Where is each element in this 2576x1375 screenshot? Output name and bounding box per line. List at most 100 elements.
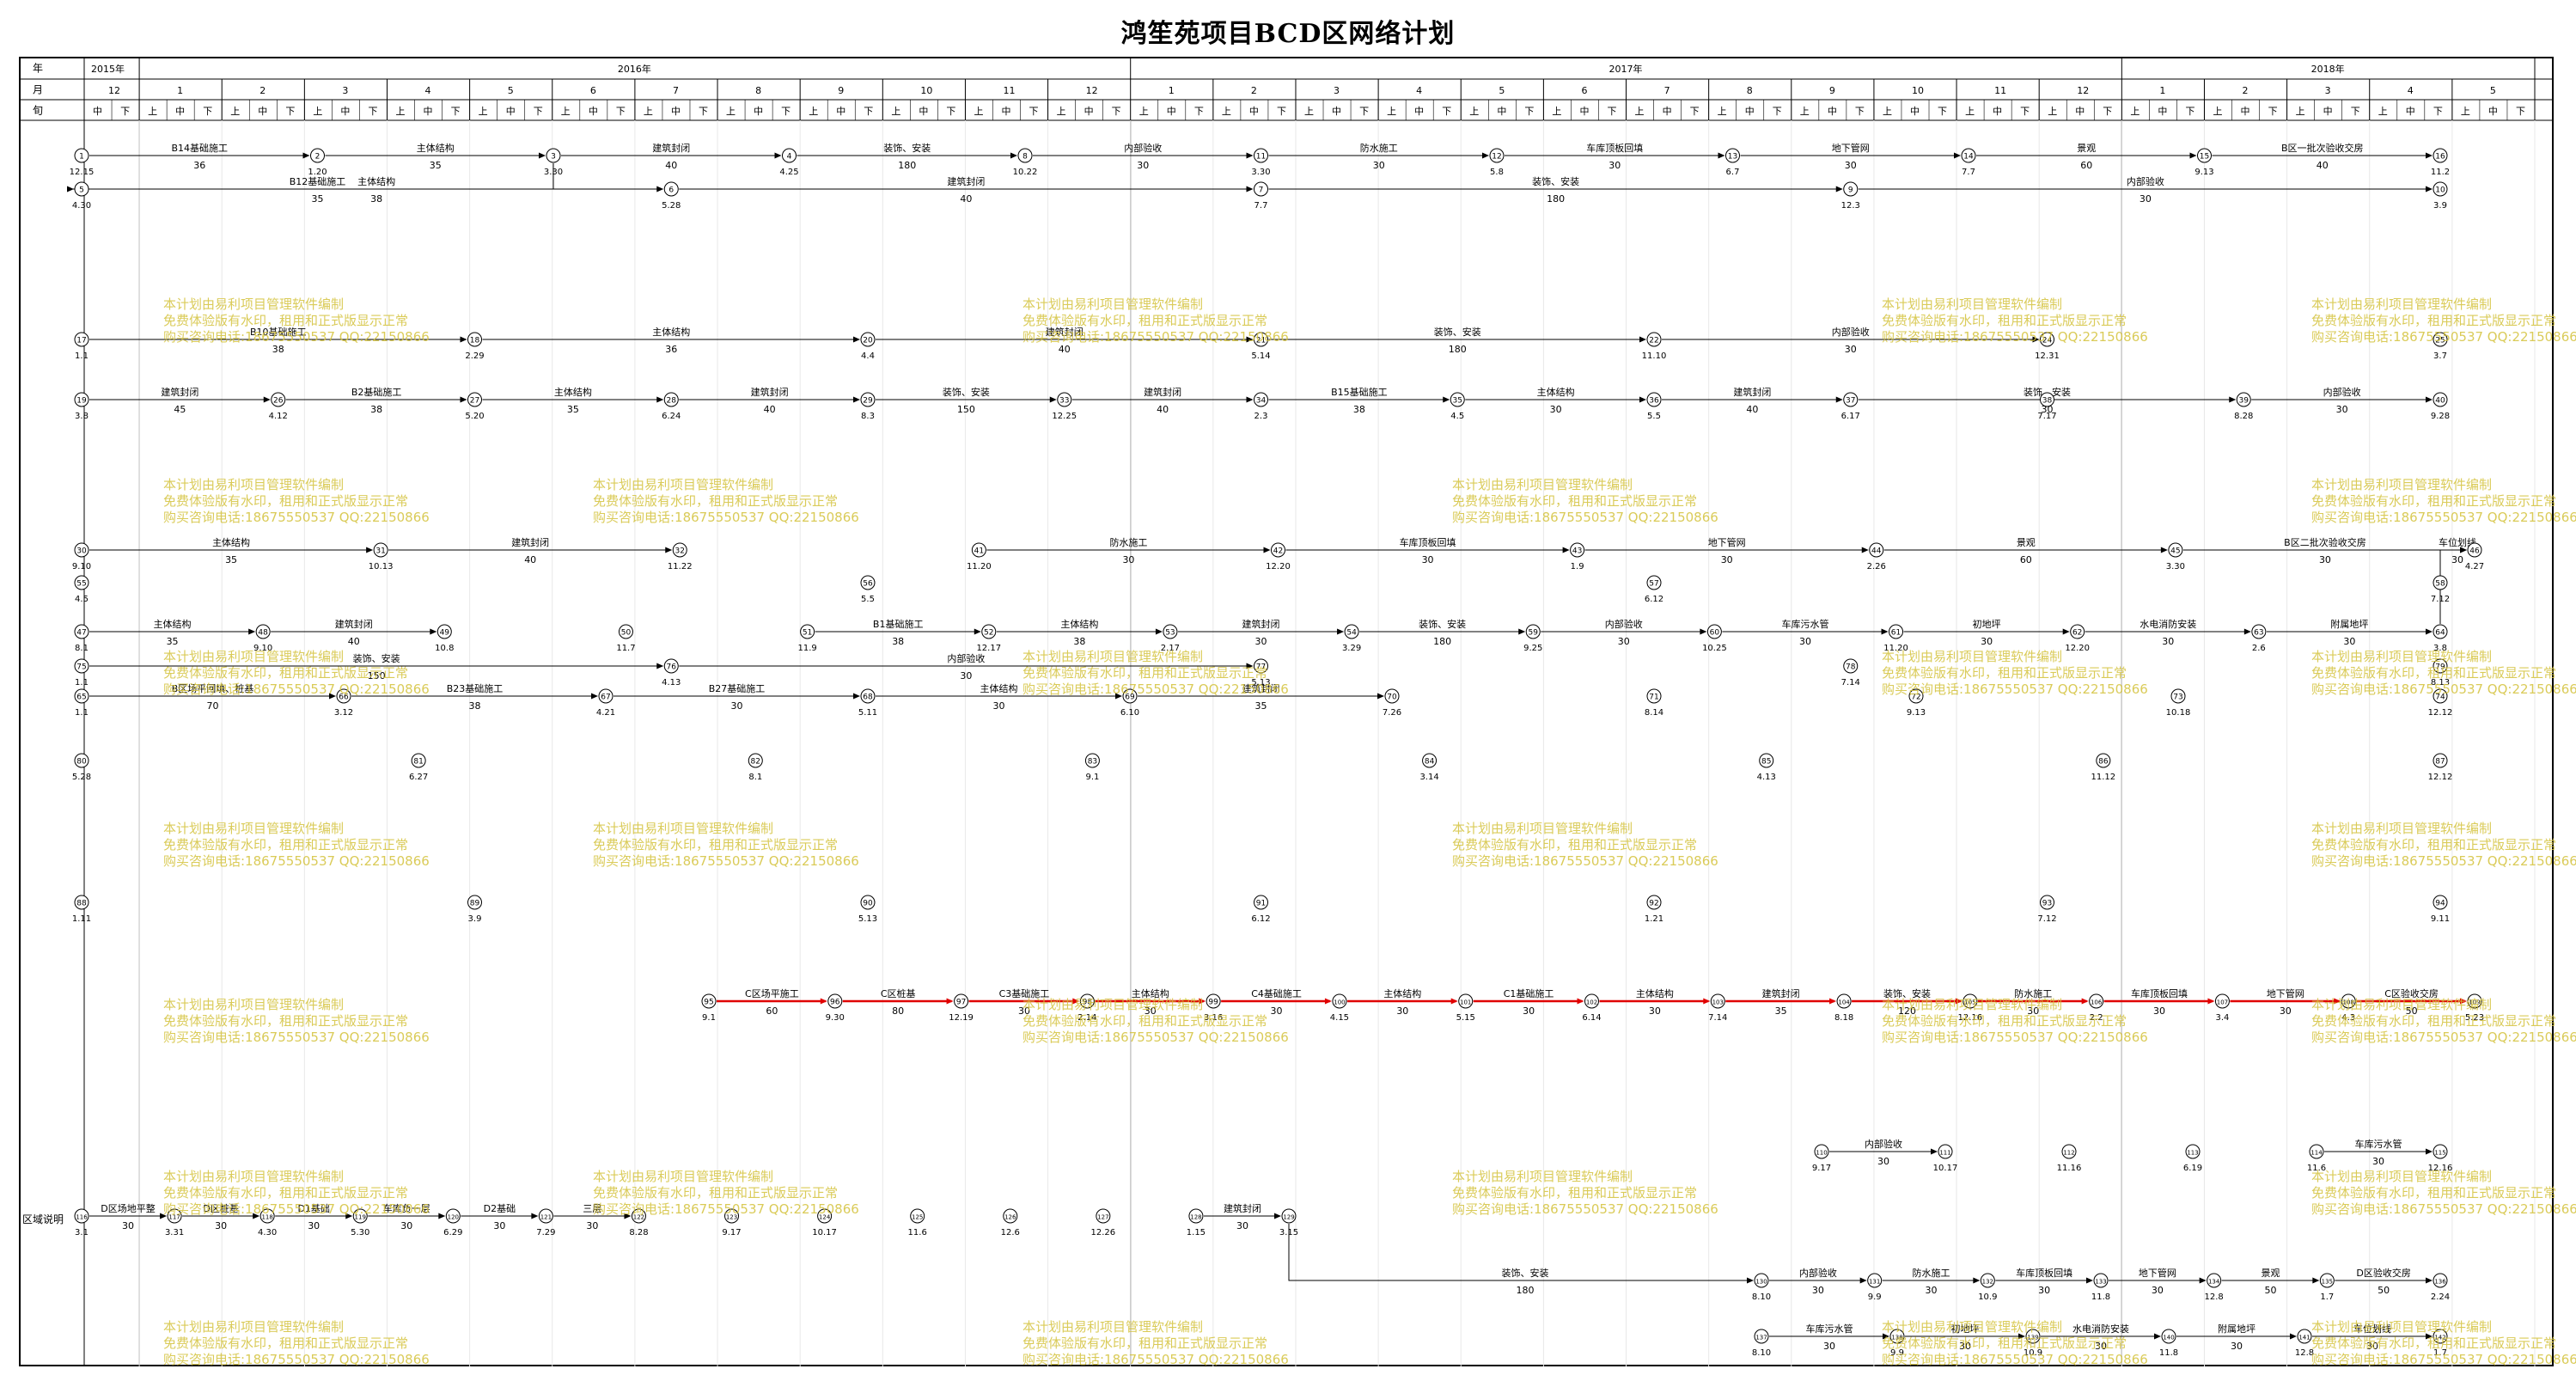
node-number: 43 [1572,547,1582,556]
node-date: 6.27 [409,773,428,782]
event-node: 576.12 [1645,575,1663,604]
node-date: 5.15 [1456,1013,1475,1023]
month-label: 1 [177,85,183,96]
node-number: 131 [1869,1279,1880,1286]
node-date: 6.19 [2183,1164,2202,1173]
activity-name: 车库污水管 [1806,1323,1853,1335]
node-circle [1646,392,1662,407]
event-node: 102 6.14 [1582,993,1602,1023]
node-circle [1422,753,1438,768]
activity: 主体结构 38 [89,175,664,205]
xun-label: 下 [1773,106,1782,117]
node-date: 5.28 [662,201,681,211]
node-circle [546,148,561,163]
year-label: 2017年 [1609,63,1643,75]
xun-label: 下 [699,106,708,117]
event-node: 215.14 [1251,332,1271,361]
node-number: 64 [2435,629,2445,638]
activity: 建筑封闭 40 [679,175,1254,205]
xun-label: 上 [396,106,406,117]
xun-label: 中 [1332,106,1341,117]
node-number: 52 [984,629,993,638]
node-number: 26 [273,397,284,406]
xun-label: 中 [506,106,516,117]
node-circle [2341,993,2356,1009]
activity-name: 车库顶板回填 [2016,1267,2072,1279]
activity-duration: 30 [2319,554,2331,565]
event-node: 97 12.19 [949,993,974,1023]
activity-duration: 30 [2366,1341,2378,1352]
arrowhead [2154,1333,2161,1340]
node-circle [1963,993,1978,1009]
xun-label: 下 [2103,106,2112,117]
event-node: 108 4.3 [2341,993,2356,1023]
arrowhead [1337,628,1345,635]
arrowhead [253,1213,260,1219]
event-node: 993.16 [1204,993,1223,1023]
node-number: 102 [1586,999,1597,1006]
node-number: 119 [355,1214,366,1221]
event-node: 24 12.31 [2035,332,2060,361]
node-number: 35 [1453,397,1462,406]
activity-duration: 30 [2152,1285,2164,1296]
node-circle [1344,624,1359,639]
xun-label: 中 [1993,106,2002,117]
activity: 车库顶板回填 30 [1995,1267,2093,1296]
node-circle [1980,1273,1995,1288]
xun-label: 下 [616,106,626,117]
node-circle [1254,181,1268,197]
node-circle [2025,1329,2041,1344]
node-date: 12.17 [976,644,1001,653]
activity: 地下管网 30 [1740,142,1961,171]
node-date: 12.26 [1091,1228,1116,1238]
activity-duration: 35 [1255,700,1267,712]
node-date: 12.8 [2205,1292,2224,1302]
node-circle [1814,1144,1829,1159]
node-circle [800,624,815,639]
event-node: 86 11.12 [2091,753,2115,782]
arrowhead [853,396,860,403]
arrowhead [2199,1277,2207,1284]
event-node: 42 12.20 [1266,542,1291,571]
activity-duration: 30 [2140,193,2152,205]
node-date: 10.13 [369,562,394,571]
event-node: 130 8.10 [1752,1273,1771,1302]
node-circle [373,542,388,558]
node-date: 1.9 [1571,562,1584,571]
event-node: 193.8 [74,392,89,421]
activity-name: 装饰、安装 [1532,175,1579,187]
event-node: 275.20 [465,392,485,421]
event-node: 62 12.20 [2065,624,2090,653]
activity: 景观 50 [2221,1268,2320,1296]
arrowhead [2290,1333,2297,1340]
node-date: 12.20 [1266,562,1291,571]
activity-name: 景观 [2017,537,2036,548]
node-date: 3.8 [75,412,89,421]
node-number: 11 [1256,153,1266,162]
xun-label: 上 [2048,106,2057,117]
node-date: 8.10 [1752,1348,1771,1358]
activity: 附属地坪 30 [2176,1323,2297,1352]
node-number: 45 [2170,547,2180,556]
event-node: 478.1 [74,624,89,653]
node-number: 70 [1387,694,1397,702]
arrowhead [853,693,860,700]
node-date: 3.30 [544,168,563,177]
node-date: 12.15 [70,168,95,177]
node-number: 125 [912,1214,923,1221]
month-label: 12 [108,85,120,96]
xun-label: 中 [2075,106,2085,117]
node-number: 76 [667,663,677,672]
node-date: 12.16 [2428,1164,2453,1173]
node-number: 7 [1259,186,1264,195]
event-node: 843.14 [1419,753,1439,782]
node-number: 94 [2435,900,2445,908]
activity-duration: 30 [2280,1005,2292,1017]
xun-label: 上 [1387,106,1396,117]
activity-name: 景观 [2077,143,2096,154]
node-date: 7.12 [2037,914,2056,924]
node-number: 18 [470,337,480,345]
event-node: 554.5 [74,575,89,604]
month-label: 5 [508,85,514,96]
month-label: 8 [1747,85,1753,96]
